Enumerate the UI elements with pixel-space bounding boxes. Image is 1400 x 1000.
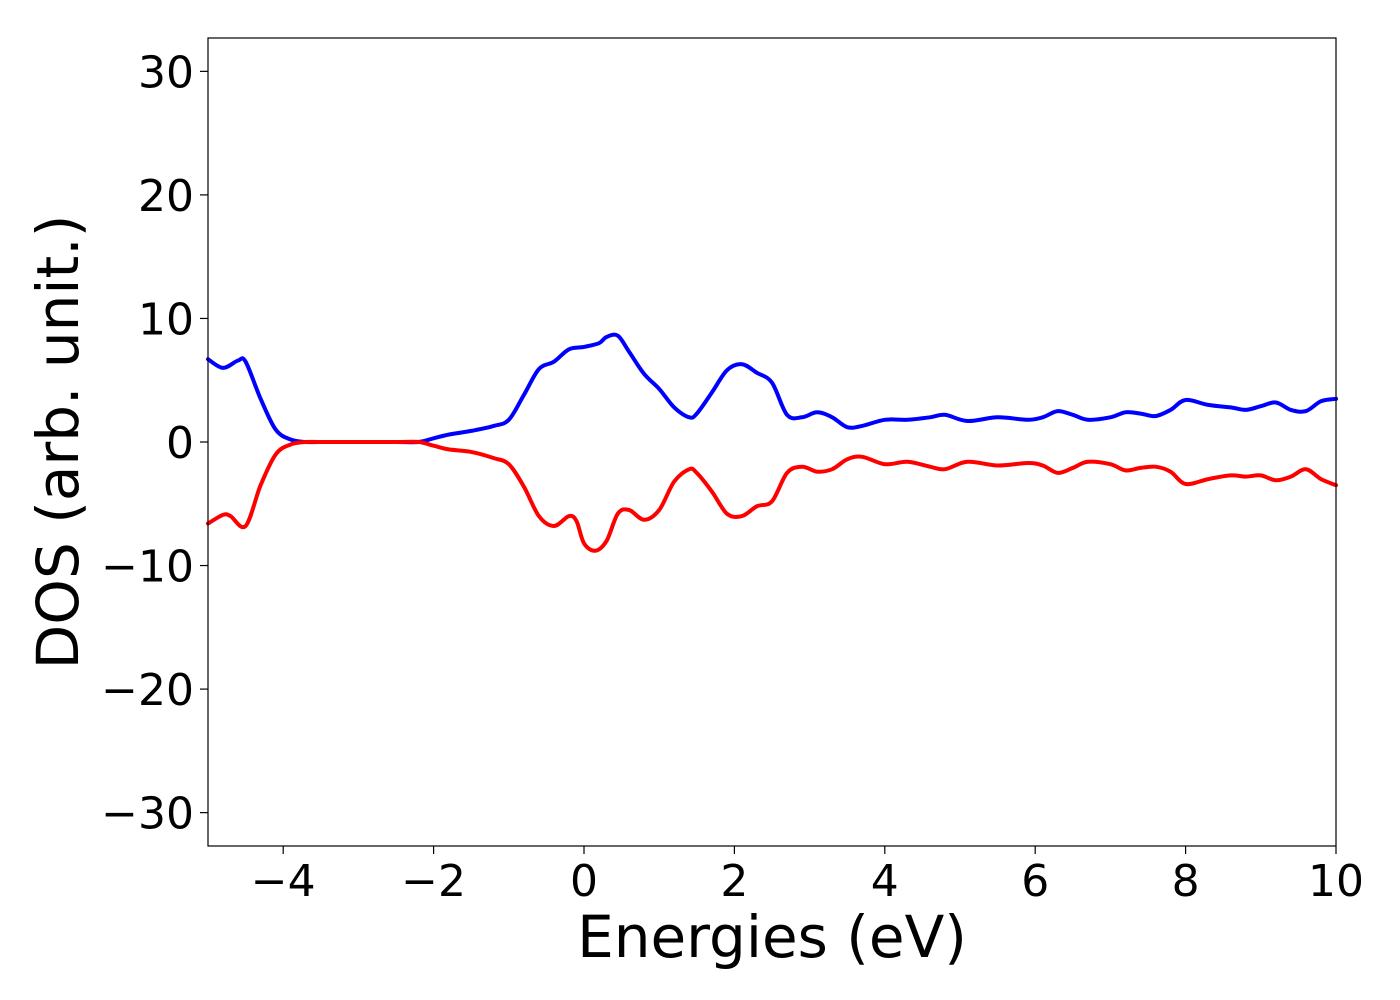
x-axis-label: Energies (eV)	[577, 903, 967, 971]
x-tick-label: 0	[570, 856, 598, 907]
x-tick-label: −2	[401, 856, 466, 907]
x-tick-label: 10	[1308, 856, 1364, 907]
y-tick-label: 0	[166, 418, 194, 469]
y-tick-label: −10	[101, 542, 194, 593]
y-tick-label: −20	[101, 665, 194, 716]
y-tick-label: 20	[138, 171, 194, 222]
y-tick-label: 30	[138, 47, 194, 98]
x-tick-label: 8	[1172, 856, 1200, 907]
x-tick-label: 2	[720, 856, 748, 907]
series-line-2	[206, 439, 1338, 553]
x-tick-label: 4	[871, 856, 899, 907]
y-tick-label: 10	[138, 294, 194, 345]
y-axis-label: DOS (arb. unit.)	[24, 215, 92, 670]
x-tick-label: −4	[251, 856, 316, 907]
series-layer	[206, 332, 1338, 553]
series-line-1	[206, 332, 1338, 445]
y-tick-label: −30	[101, 789, 194, 840]
x-tick-label: 6	[1021, 856, 1049, 907]
